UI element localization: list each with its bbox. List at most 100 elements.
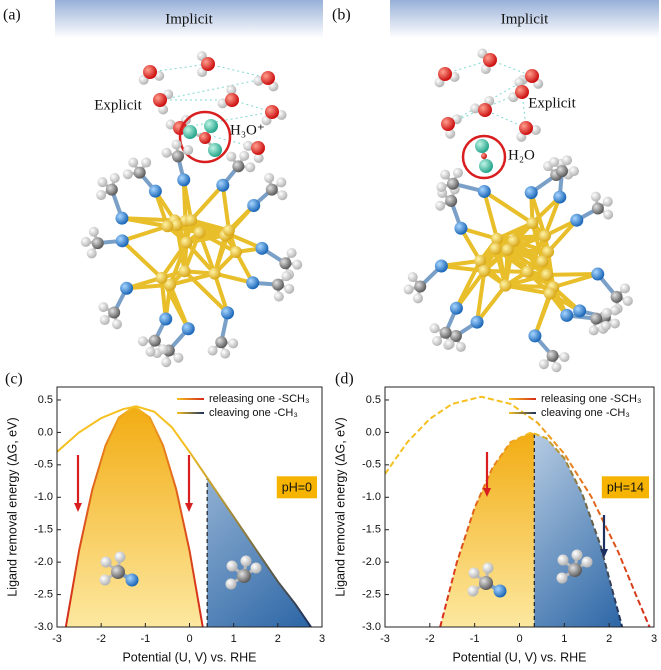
hydrogen-atom <box>137 336 148 347</box>
carbon-atom <box>610 290 623 303</box>
carbon-atom <box>172 150 185 163</box>
gold-atom <box>164 278 177 291</box>
x-tick-label: 3 <box>651 633 657 645</box>
hydrogen-atom <box>482 562 494 574</box>
carbon-atom <box>449 329 462 342</box>
x-tick-label: -1 <box>470 633 480 645</box>
gold-atom <box>474 254 487 267</box>
bond <box>120 238 164 280</box>
x-axis-label: Potential (U, V) vs. RHE <box>452 650 586 664</box>
hydrogen-atom <box>128 157 139 168</box>
gold-atom <box>536 255 549 268</box>
panel-label: (a) <box>3 7 21 24</box>
hydrogen-atom <box>429 323 440 334</box>
carbon-atom <box>568 563 582 577</box>
x-tick-label: -2 <box>96 633 106 645</box>
oxygen-atom <box>438 67 452 81</box>
legend-swatch <box>177 412 204 414</box>
bond <box>530 221 545 264</box>
sulfur-atom <box>573 304 587 318</box>
hydrogen-atom <box>109 173 120 184</box>
hydrogen-atom <box>239 150 250 161</box>
gold-atom <box>521 265 534 278</box>
y-axis-label: Ligand removal energy (ΔG, eV) <box>333 417 347 596</box>
sulfur-atom <box>246 276 260 290</box>
legend-label: releasing one -SCH₃ <box>541 393 641 405</box>
arrow-head <box>74 503 82 512</box>
y-axis-label: Ligand removal energy (ΔG, eV) <box>5 417 19 596</box>
carbon-atom <box>215 336 228 349</box>
legend-label: cleaving one -CH₃ <box>209 407 298 419</box>
hydrogen-atom <box>610 305 621 316</box>
hydrogen-atom <box>455 341 466 352</box>
bond <box>505 247 545 264</box>
sulfur-atom <box>560 308 574 322</box>
sulfur-atom <box>115 234 129 248</box>
gold-atom <box>489 242 502 255</box>
bond <box>482 268 530 274</box>
hydrogen-atom <box>286 248 297 259</box>
hydrogen-atom <box>468 567 480 579</box>
hydrogen-atom <box>292 259 303 270</box>
series-line <box>439 431 624 627</box>
hydrogen-atom <box>225 578 237 590</box>
hydrogen-atom <box>183 125 197 139</box>
carbon-atom <box>590 312 603 325</box>
bond <box>189 183 225 223</box>
gold-atom <box>541 268 554 281</box>
implicit-label: Implicit <box>165 11 213 27</box>
hydrogen-atom <box>228 338 239 349</box>
gold-atom <box>170 218 183 231</box>
sulfur-atom <box>221 306 235 320</box>
hydrogen-atom <box>97 177 108 188</box>
y-tick-label: -1.5 <box>362 524 381 536</box>
bond <box>546 218 579 254</box>
hydrogen-atom <box>622 295 633 306</box>
hydrogen-atom <box>141 157 152 168</box>
bond <box>482 189 500 241</box>
gold-atom <box>543 287 556 300</box>
hydrogen-atom <box>171 139 182 150</box>
gold-atom <box>478 264 491 277</box>
hydrogen-atom <box>470 103 481 114</box>
hydrogen-atom <box>452 167 463 178</box>
oxygen-atom <box>519 121 533 135</box>
x-tick-label: 2 <box>275 633 281 645</box>
hydrogen-atom <box>112 319 123 330</box>
highlight-circle <box>178 110 232 164</box>
y-tick-label: 0.0 <box>366 426 381 438</box>
bond <box>545 272 600 277</box>
y-tick-label: -2.0 <box>362 556 381 568</box>
bond <box>503 272 550 288</box>
area-fill <box>207 477 311 627</box>
sulfur-atom <box>216 178 230 192</box>
panel-label: (b) <box>332 7 351 24</box>
hydrogen-atom <box>250 562 262 574</box>
sulfur-atom <box>120 281 134 295</box>
bond <box>159 240 189 280</box>
oxygen-atom <box>251 141 265 155</box>
annotation-box <box>276 476 318 499</box>
hydrogen-atom <box>514 77 525 88</box>
gold-atom <box>222 224 235 237</box>
gold-atom <box>208 267 221 280</box>
x-tick-label: -2 <box>425 633 435 645</box>
gold-atom <box>193 226 206 239</box>
series-line <box>57 405 312 627</box>
carbon-atom <box>148 334 161 347</box>
y-tick-label: -2.5 <box>362 588 381 600</box>
carbon-atom <box>445 194 458 207</box>
y-tick-label: -3.0 <box>34 621 53 633</box>
carbon-atom <box>91 237 104 250</box>
sulfur-atom <box>493 584 507 598</box>
sulfur-atom <box>454 221 468 235</box>
gold-atom <box>507 235 520 248</box>
gold-atom <box>542 245 555 258</box>
species-label: H₃O⁺ <box>230 122 265 138</box>
sulfur-atom <box>591 267 605 281</box>
bond <box>182 269 230 315</box>
legend-swatch <box>509 398 536 400</box>
bond <box>482 189 535 226</box>
hydrogen-atom <box>435 200 446 211</box>
